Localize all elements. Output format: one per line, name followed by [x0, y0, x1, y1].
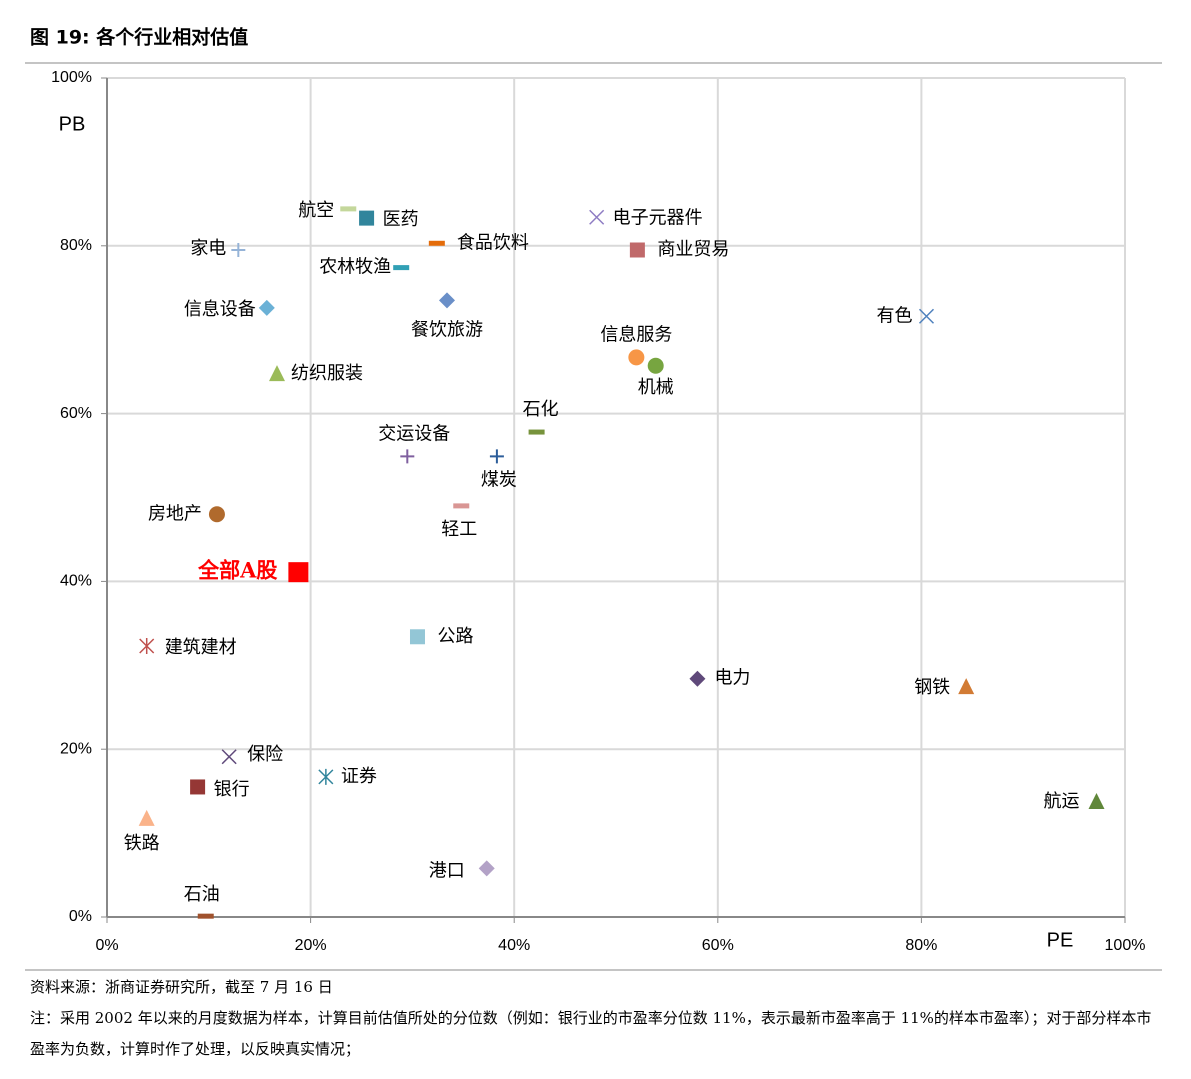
- y-tick-label: 40%: [60, 573, 92, 590]
- point: [439, 292, 456, 309]
- point: [393, 265, 410, 271]
- point-label: 电子元器件: [613, 207, 703, 228]
- point: [197, 913, 214, 919]
- point-label: 港口: [429, 860, 465, 881]
- point: [689, 670, 706, 687]
- point-label: 信息设备: [184, 299, 256, 320]
- point: [190, 779, 206, 795]
- point-label: 纺织服装: [291, 363, 363, 384]
- point: [139, 638, 155, 655]
- point: [359, 210, 375, 226]
- point: [231, 242, 246, 257]
- point-label: 房地产: [148, 503, 202, 524]
- x-tick-label: 20%: [295, 937, 327, 954]
- y-tick-label: 60%: [60, 405, 92, 422]
- point-label: 食品饮料: [457, 232, 529, 253]
- point-label: 证券: [341, 766, 377, 787]
- x-tick-label: 80%: [905, 937, 937, 954]
- point-label: 信息服务: [600, 324, 672, 345]
- point: [258, 299, 275, 316]
- chart-title: 图 19: 各个行业相对估值: [30, 26, 248, 49]
- point: [628, 349, 645, 366]
- point: [318, 768, 334, 785]
- point: [528, 429, 545, 435]
- point-label: 全部A股: [197, 558, 277, 583]
- y-tick-label: 100%: [51, 69, 92, 86]
- x-tick-label: 60%: [702, 937, 734, 954]
- point: [400, 449, 415, 464]
- point-label: 家电: [190, 238, 226, 259]
- point: [428, 240, 445, 246]
- x-axis-label: PE: [1047, 929, 1074, 951]
- point: [409, 629, 425, 645]
- x-tick-label: 40%: [498, 937, 530, 954]
- point-label: 交运设备: [378, 423, 450, 444]
- point-label: 农林牧渔: [319, 257, 391, 278]
- point-label: 电力: [714, 668, 750, 689]
- y-tick-label: 0%: [69, 908, 92, 925]
- x-tick-label: 100%: [1105, 937, 1146, 954]
- point-label: 机械: [638, 377, 674, 398]
- point: [288, 562, 309, 583]
- point-label: 餐饮旅游: [411, 319, 483, 340]
- point-label: 有色: [876, 305, 912, 326]
- point: [478, 860, 495, 877]
- point: [208, 506, 225, 523]
- point-label: 建筑建材: [165, 637, 237, 658]
- point-label: 商业贸易: [657, 239, 729, 260]
- point: [340, 206, 357, 212]
- point-label: 铁路: [124, 833, 160, 854]
- point: [453, 503, 470, 509]
- point: [138, 809, 155, 826]
- point-label: 保险: [247, 744, 283, 765]
- point-label: 航空: [298, 200, 334, 221]
- source: 资料来源：浙商证券研究所，截至 7 月 16 日: [30, 978, 333, 996]
- point-label: 钢铁: [914, 677, 950, 698]
- x-tick-label: 0%: [95, 937, 118, 954]
- point-label: 煤炭: [481, 469, 517, 490]
- y-axis-label: PB: [59, 113, 86, 135]
- point: [269, 365, 286, 382]
- point: [489, 449, 504, 464]
- point-label: 医药: [383, 209, 419, 230]
- point: [958, 678, 975, 695]
- point-label: 轻工: [441, 519, 477, 540]
- point-label: 公路: [437, 626, 473, 647]
- point-label: 石化: [523, 399, 559, 420]
- y-tick-label: 80%: [60, 237, 92, 254]
- point: [1088, 793, 1105, 810]
- point-label: 石油: [184, 884, 220, 905]
- y-tick-label: 20%: [60, 740, 92, 757]
- point: [647, 357, 664, 374]
- point-label: 航运: [1043, 791, 1079, 812]
- point: [221, 749, 237, 765]
- point: [629, 242, 645, 258]
- point: [918, 308, 935, 324]
- note: 注：采用 2002 年以来的月度数据为样本，计算目前估值所处的分位数（例如：银行…: [30, 1009, 1152, 1058]
- point: [589, 209, 605, 225]
- point-label: 银行: [214, 779, 250, 800]
